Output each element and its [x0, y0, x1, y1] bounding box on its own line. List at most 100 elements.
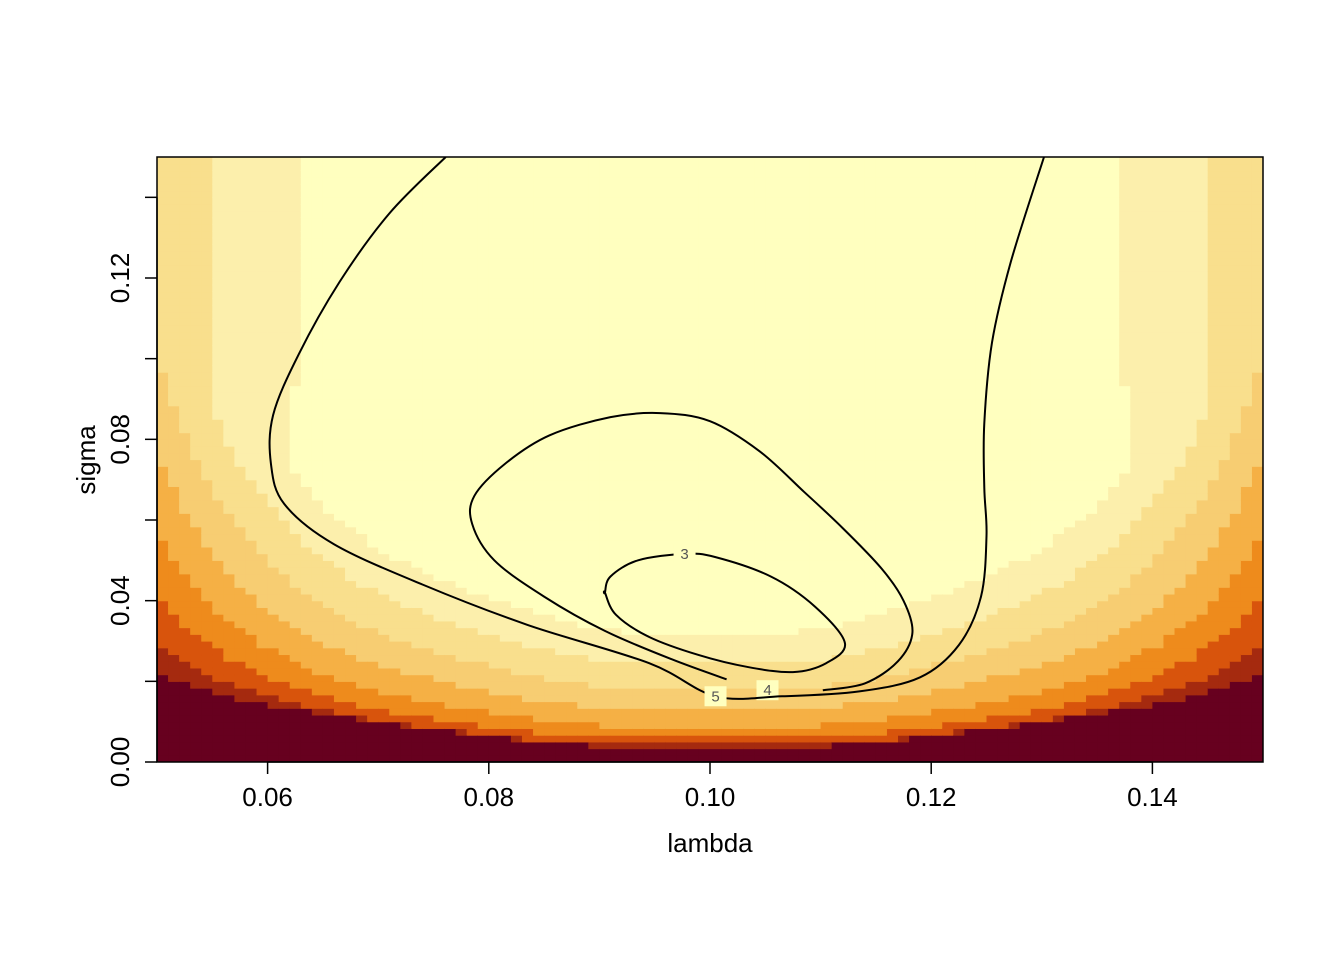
heatmap-cell — [710, 614, 722, 622]
heatmap-cell — [345, 735, 357, 743]
heatmap-cell — [356, 452, 368, 461]
heatmap-cell — [610, 405, 623, 414]
heatmap-cell — [411, 513, 424, 521]
heatmap-cell — [422, 472, 435, 481]
heatmap-cell — [367, 607, 379, 615]
heatmap-cell — [599, 526, 612, 535]
heatmap-cell — [433, 728, 446, 736]
heatmap-cell — [278, 163, 291, 172]
heatmap-cell — [687, 627, 700, 635]
heatmap-cell — [566, 244, 578, 252]
heatmap-cell — [455, 399, 468, 407]
heatmap-cell — [179, 714, 191, 723]
heatmap-cell — [510, 237, 523, 245]
heatmap-cell — [477, 183, 490, 192]
heatmap-cell — [698, 338, 711, 346]
heatmap-cell — [212, 728, 224, 736]
heatmap-cell — [367, 432, 379, 440]
heatmap-cell — [157, 163, 169, 172]
heatmap-cell — [743, 506, 755, 514]
heatmap-cell — [676, 587, 689, 595]
heatmap-cell — [378, 506, 390, 514]
heatmap-cell — [168, 331, 180, 340]
heatmap-cell — [754, 419, 766, 427]
heatmap-cell — [499, 318, 512, 326]
heatmap-cell — [676, 217, 689, 225]
heatmap-cell — [754, 714, 766, 723]
heatmap-cell — [411, 331, 424, 340]
heatmap-cell — [743, 378, 755, 387]
heatmap-cell — [488, 298, 501, 306]
heatmap-cell — [333, 493, 346, 501]
heatmap-cell — [643, 506, 656, 514]
heatmap-cell — [422, 573, 435, 582]
heatmap-cell — [665, 486, 678, 494]
heatmap-cell — [721, 567, 733, 575]
heatmap-cell — [411, 358, 424, 366]
heatmap-cell — [256, 365, 269, 373]
heatmap-cell — [333, 405, 346, 414]
heatmap-cell — [411, 701, 424, 709]
heatmap-cell — [687, 318, 700, 326]
heatmap-cell — [223, 748, 236, 756]
heatmap-cell — [157, 210, 169, 219]
heatmap-cell — [754, 674, 766, 682]
heatmap-cell — [356, 197, 368, 205]
heatmap-cell — [643, 237, 656, 245]
heatmap-cell — [201, 284, 213, 293]
heatmap-cell — [179, 425, 191, 434]
heatmap-cell — [455, 607, 468, 615]
heatmap-cell — [499, 533, 512, 541]
heatmap-cell — [289, 439, 302, 447]
heatmap-cell — [610, 755, 623, 762]
heatmap-cell — [289, 573, 302, 582]
heatmap-cell — [698, 748, 711, 756]
heatmap-cell — [267, 425, 280, 434]
heatmap-cell — [245, 499, 258, 508]
heatmap-cell — [389, 721, 401, 729]
heatmap-cell — [632, 513, 645, 521]
heatmap-cell — [345, 318, 357, 326]
heatmap-cell — [555, 170, 567, 178]
heatmap-cell — [157, 614, 169, 622]
heatmap-cell — [555, 701, 567, 709]
heatmap-cell — [333, 748, 346, 756]
heatmap-cell — [256, 157, 269, 165]
heatmap-cell — [333, 224, 346, 232]
heatmap-cell — [157, 385, 169, 393]
heatmap-cell — [665, 513, 678, 521]
heatmap-cell — [411, 425, 424, 434]
heatmap-cell — [444, 647, 457, 656]
heatmap-cell — [488, 741, 501, 750]
heatmap-cell — [345, 264, 357, 272]
heatmap-cell — [510, 372, 523, 380]
heatmap-cell — [400, 331, 412, 340]
heatmap-cell — [743, 533, 755, 541]
heatmap-cell — [256, 728, 269, 736]
heatmap-cell — [289, 593, 302, 602]
heatmap-cell — [179, 439, 191, 447]
heatmap-cell — [389, 230, 401, 239]
heatmap-cell — [433, 204, 446, 212]
heatmap-cell — [499, 224, 512, 232]
heatmap-cell — [433, 264, 446, 272]
heatmap-cell — [389, 446, 401, 454]
heatmap-cell — [765, 701, 777, 709]
heatmap-cell — [300, 157, 313, 165]
heatmap-cell — [743, 419, 755, 427]
heatmap-cell — [212, 304, 224, 313]
heatmap-cell — [267, 392, 280, 400]
heatmap-cell — [665, 304, 678, 313]
heatmap-cell — [566, 291, 578, 299]
heatmap-cell — [632, 748, 645, 756]
heatmap-cell — [643, 385, 656, 393]
heatmap-cell — [765, 748, 777, 756]
heatmap-cell — [533, 681, 545, 689]
heatmap-cell — [267, 526, 280, 535]
heatmap-cell — [477, 499, 490, 508]
heatmap-cell — [256, 661, 269, 669]
heatmap-cell — [533, 224, 545, 232]
heatmap-cell — [433, 439, 446, 447]
heatmap-cell — [179, 157, 191, 165]
heatmap-cell — [333, 486, 346, 494]
